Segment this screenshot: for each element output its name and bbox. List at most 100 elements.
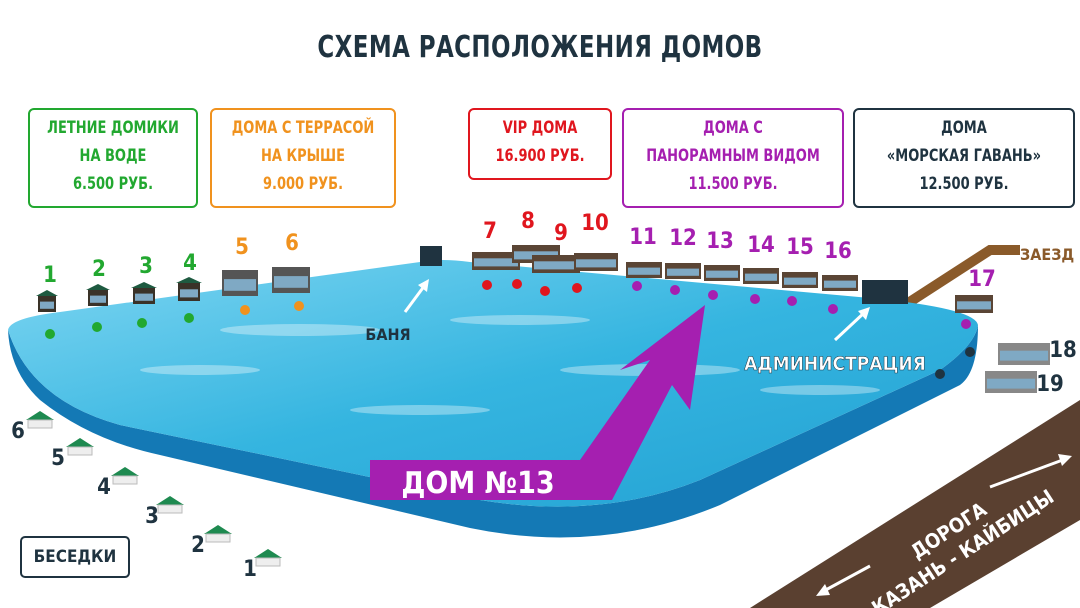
house-windows xyxy=(40,301,54,309)
house-windows xyxy=(274,276,308,288)
banya-label: БАНЯ xyxy=(365,325,410,344)
house-7[interactable]: 7 xyxy=(472,219,520,290)
gazebo-1[interactable]: 1 xyxy=(243,549,282,582)
house-marker-dot xyxy=(787,296,797,306)
gazebo-2[interactable]: 2 xyxy=(191,525,232,558)
house-4[interactable]: 4 xyxy=(176,251,202,323)
house-number: 8 xyxy=(521,209,535,234)
house-marker-dot xyxy=(512,279,522,289)
house-number: 2 xyxy=(92,257,106,282)
house-windows xyxy=(90,295,106,303)
house-windows xyxy=(224,279,256,291)
house-marker-dot xyxy=(184,313,194,323)
house-15[interactable]: 15 xyxy=(782,235,818,306)
highway-road xyxy=(750,400,1080,608)
banya-arrow xyxy=(403,279,429,313)
house-11[interactable]: 11 xyxy=(626,225,662,291)
gazebo-roof xyxy=(156,496,184,505)
house-marker-dot xyxy=(670,285,680,295)
house-number: 10 xyxy=(581,211,609,236)
gazebo-roof xyxy=(66,438,94,447)
house-9[interactable]: 9 xyxy=(532,221,580,296)
gazebo-number: 5 xyxy=(51,446,65,471)
house-roof xyxy=(131,282,157,288)
water-ripples xyxy=(140,315,880,415)
house-number: 9 xyxy=(554,221,568,246)
gazebo-base xyxy=(255,557,281,567)
legend-price: 16.900 РУБ. xyxy=(495,146,585,166)
house-number: 5 xyxy=(235,235,249,260)
gazebo-3[interactable]: 3 xyxy=(145,496,184,529)
gazebo-number: 1 xyxy=(243,557,257,582)
house-windows xyxy=(576,259,616,268)
administration-label: АДМИНИСТРАЦИЯ xyxy=(744,353,926,375)
house-18[interactable]: 18 xyxy=(965,338,1077,365)
house-windows xyxy=(667,268,699,276)
house-17[interactable]: 17 xyxy=(955,267,996,329)
legend-line: ДОМА С xyxy=(703,118,763,138)
house-marker-dot xyxy=(961,319,971,329)
legend-price: 6.500 РУБ. xyxy=(72,174,154,194)
house-16[interactable]: 16 xyxy=(822,239,858,314)
house-windows xyxy=(824,280,856,288)
banya-building xyxy=(420,246,442,266)
house-marker-dot xyxy=(540,286,550,296)
gazebo-base xyxy=(157,504,183,514)
house-marker-dot xyxy=(45,329,55,339)
house-number: 15 xyxy=(786,235,814,260)
house-5[interactable]: 5 xyxy=(222,235,258,315)
house-1[interactable]: 1 xyxy=(36,263,58,339)
house-roof xyxy=(86,284,110,290)
house-10[interactable]: 10 xyxy=(572,211,618,293)
house-number: 13 xyxy=(706,229,734,254)
house-number: 19 xyxy=(1036,372,1064,397)
gazebo-number: 6 xyxy=(11,419,25,444)
gazebo-base xyxy=(205,533,231,543)
legend-summer-houses: ЛЕТНИЕ ДОМИКИ НА ВОДЕ 6.500 РУБ. xyxy=(28,108,198,208)
legend-line: ЛЕТНИЕ ДОМИКИ xyxy=(47,118,179,138)
house-number: 11 xyxy=(629,225,657,250)
house-number: 1 xyxy=(43,263,57,288)
legend-line: ПАНОРАМНЫМ ВИДОМ xyxy=(646,146,820,166)
house-windows xyxy=(474,258,518,267)
house-windows xyxy=(957,301,991,310)
gazebos-label: БЕСЕДКИ xyxy=(20,536,130,578)
gazebo-4[interactable]: 4 xyxy=(97,467,139,500)
house-roof xyxy=(36,290,58,296)
house-6[interactable]: 6 xyxy=(272,231,310,311)
house-windows xyxy=(628,267,660,275)
house-marker-dot xyxy=(708,290,718,300)
house-marker-dot xyxy=(965,347,975,357)
house-19[interactable]: 19 xyxy=(935,369,1064,397)
house-roof xyxy=(176,277,202,283)
gazebo-5[interactable]: 5 xyxy=(51,438,94,471)
house-windows xyxy=(784,277,816,285)
house-marker-dot xyxy=(92,322,102,332)
legend-panoramic-houses: ДОМА С ПАНОРАМНЫМ ВИДОМ 11.500 РУБ. xyxy=(622,108,844,208)
gazebo-6[interactable]: 6 xyxy=(11,411,54,444)
legend-vip-houses: VIP ДОМА 16.900 РУБ. xyxy=(468,108,612,180)
legend-price: 12.500 РУБ. xyxy=(919,174,1009,194)
gazebo-roof xyxy=(111,467,139,476)
house-14[interactable]: 14 xyxy=(743,233,779,304)
house-number: 4 xyxy=(183,251,197,276)
house-13-highlight-label: ДОМ №13 xyxy=(401,466,554,501)
house-12[interactable]: 12 xyxy=(665,226,701,295)
house-3[interactable]: 3 xyxy=(131,254,157,328)
legend-price: 9.000 РУБ. xyxy=(262,174,344,194)
house-marker-dot xyxy=(632,281,642,291)
house-windows xyxy=(706,270,738,278)
road-arrow-left xyxy=(816,564,871,596)
house-windows xyxy=(745,273,777,281)
legend-line: НА КРЫШЕ xyxy=(260,146,346,166)
page-title: СХЕМА РАСПОЛОЖЕНИЯ ДОМОВ xyxy=(317,30,763,65)
gazebo-base xyxy=(27,419,53,429)
house-number: 14 xyxy=(747,233,775,258)
house-marker-dot xyxy=(828,304,838,314)
house-marker-dot xyxy=(935,369,945,379)
gazebo-number: 2 xyxy=(191,533,205,558)
house-13[interactable]: 13 xyxy=(704,229,740,300)
house-windows xyxy=(1000,350,1048,361)
house-2[interactable]: 2 xyxy=(86,257,110,332)
legend-price: 11.500 РУБ. xyxy=(688,174,778,194)
